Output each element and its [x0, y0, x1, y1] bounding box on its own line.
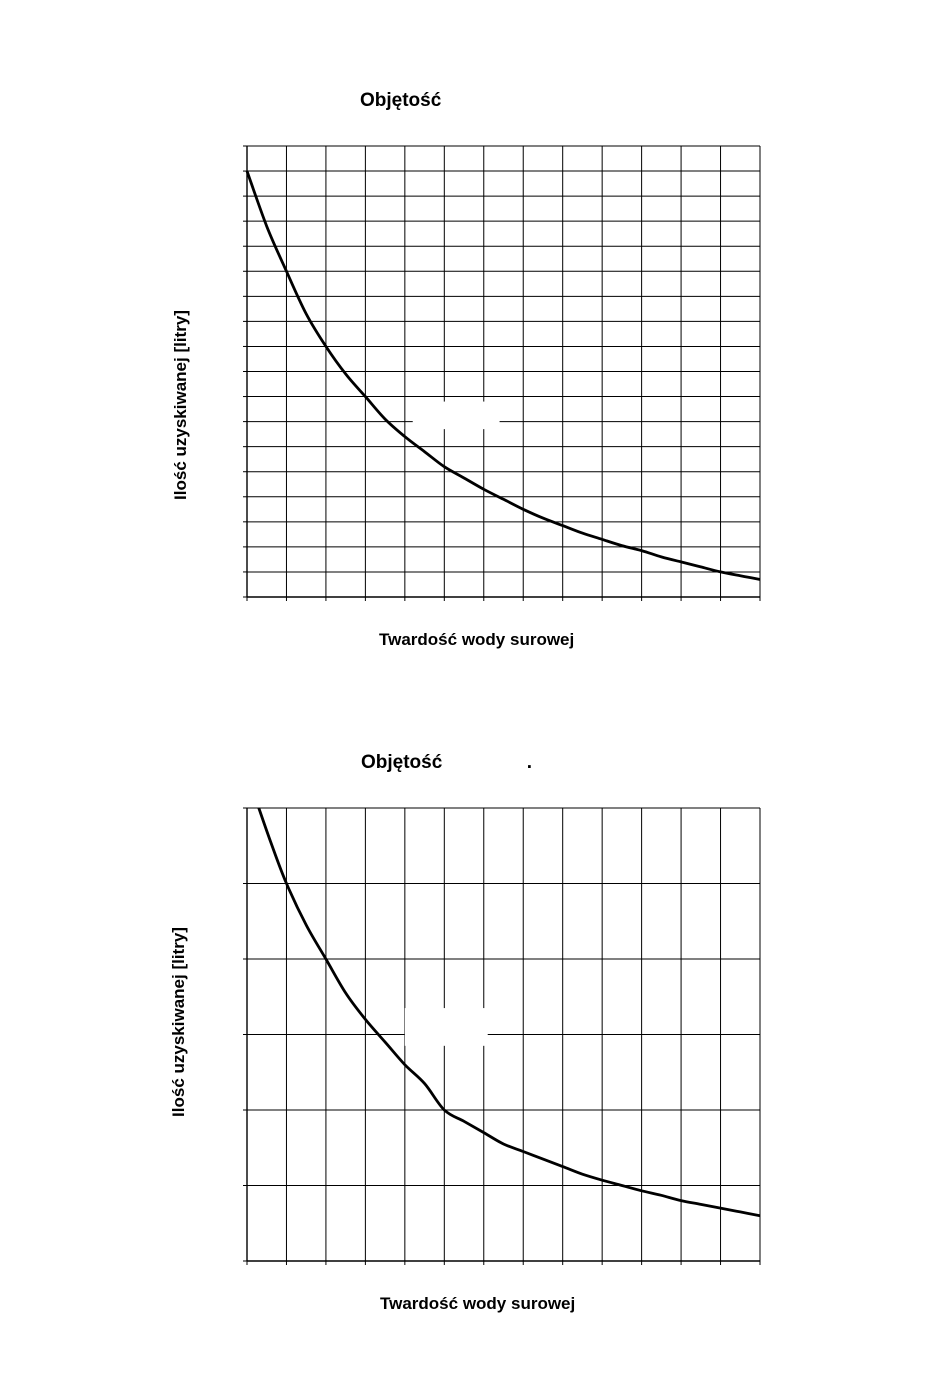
- plot-area: [243, 145, 761, 601]
- chart-volume-1: Objętość Ilość uzyskiwanej [litry] Tward…: [171, 90, 761, 649]
- chart-title: Objętość .: [361, 752, 533, 773]
- chart-title: Objętość: [360, 90, 442, 111]
- chart-volume-2: Objętość . Ilość uzyskiwanej [litry] Twa…: [0, 700, 950, 1399]
- x-axis-label: Twardość wody surowej: [380, 1294, 576, 1313]
- x-axis-label: Twardość wody surowej: [379, 630, 575, 649]
- series-line: [257, 807, 761, 1218]
- blank-label-patch: [412, 401, 500, 430]
- blank-label-patch: [404, 1008, 488, 1046]
- plot-area: [243, 807, 761, 1265]
- series-line: [245, 170, 761, 581]
